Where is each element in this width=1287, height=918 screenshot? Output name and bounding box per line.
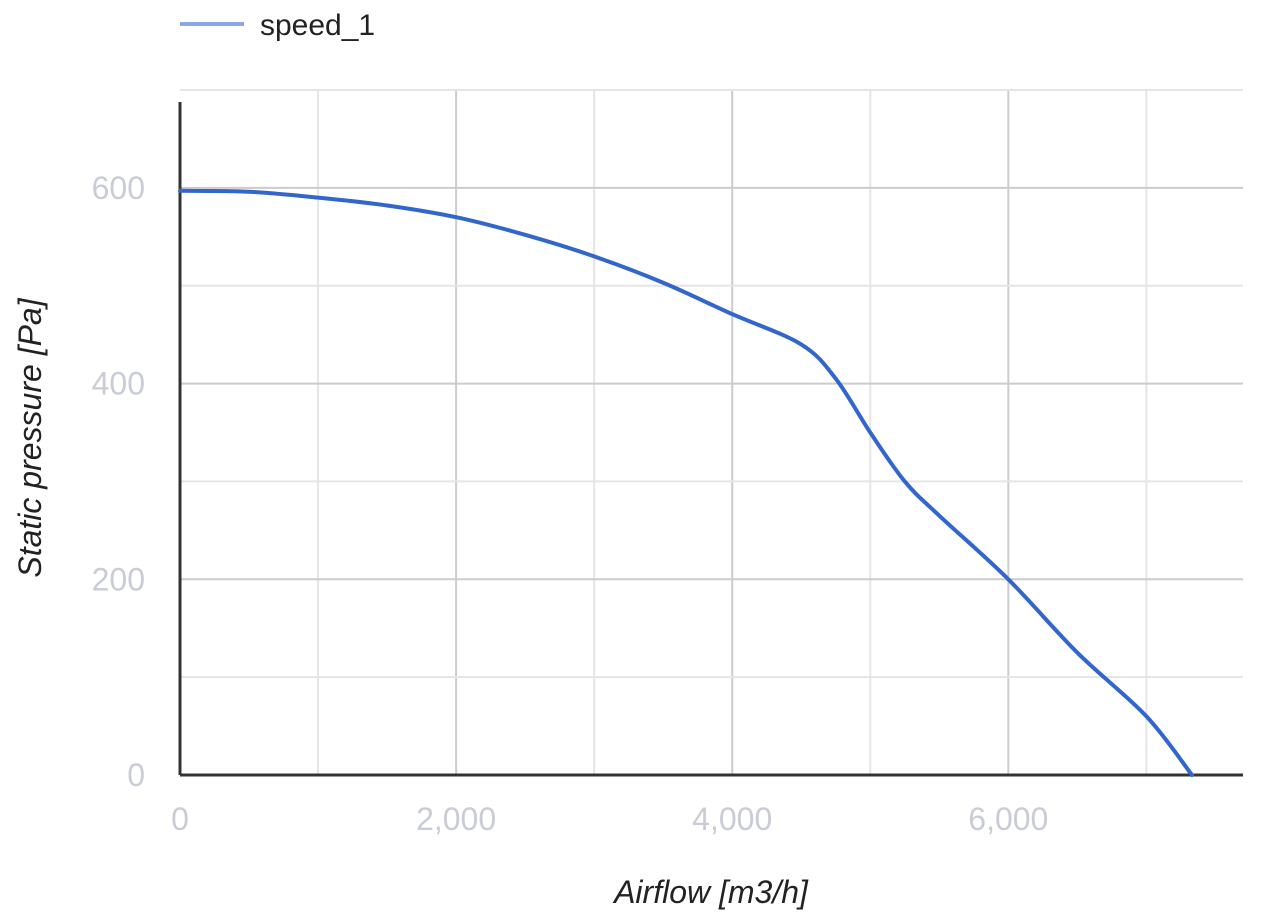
y-tick-label-600: 600 [92,170,145,206]
label-layer: 0 2,000 4,000 6,000 0 200 400 600 [92,170,1049,837]
axis-layer [178,102,1243,777]
y-tick-label-400: 400 [92,366,145,402]
x-tick-label-4000: 4,000 [692,801,772,837]
x-tick-label-0: 0 [171,801,189,837]
x-axis-title: Airflow [m3/h] [612,874,809,910]
x-tick-label-6000: 6,000 [968,801,1048,837]
y-axis-title: Static pressure [Pa] [12,297,48,577]
series-line-speed-1 [178,188,1194,777]
grid-layer [180,89,1243,775]
y-tick-label-0: 0 [127,757,145,793]
x-tick-label-2000: 2,000 [416,801,496,837]
series-layer [178,188,1194,777]
legend-label-speed-1: speed_1 [260,9,375,42]
legend: speed_1 [180,9,375,42]
y-tick-label-200: 200 [92,561,145,597]
